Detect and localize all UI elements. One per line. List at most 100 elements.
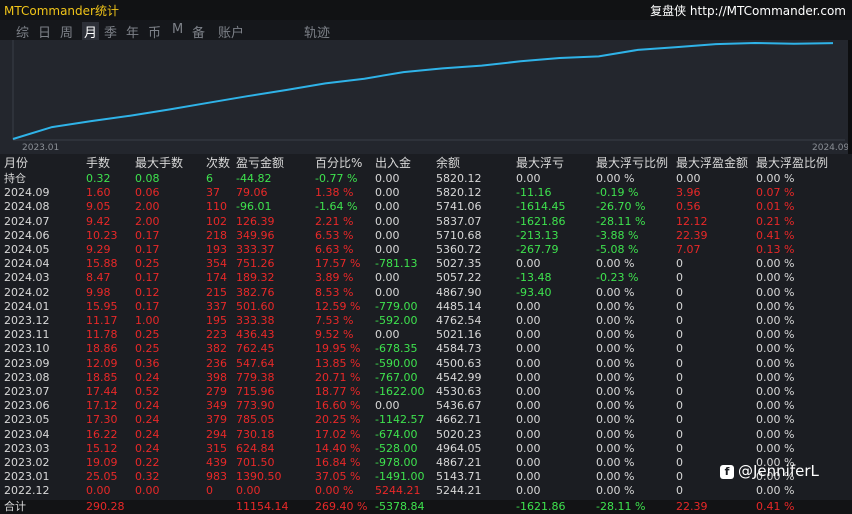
table-cell: 9.05 bbox=[86, 200, 111, 214]
table-row[interactable]: 2023.03 15.12 0.24 315 624.84 14.40 % -528.00 4… bbox=[0, 442, 852, 456]
table-row[interactable]: 2024.09 1.60 0.06 37 79.06 1.38 % 0.00 5820.12 -… bbox=[0, 186, 852, 200]
table-row[interactable]: 2023.09 12.09 0.36 236 547.64 13.85 % -590.00 4… bbox=[0, 357, 852, 371]
table-cell: 379 bbox=[206, 413, 227, 427]
header-cell[interactable]: 手数 bbox=[86, 156, 111, 170]
table-cell: 0.00 % bbox=[756, 385, 795, 398]
table-row[interactable]: 持仓 0.32 0.08 6 -44.82 -0.77 % 0.00 5820.12 0.00 0… bbox=[0, 172, 852, 186]
table-cell: 0.00 % bbox=[596, 470, 635, 484]
tab-3[interactable]: 月 bbox=[82, 22, 100, 41]
table-row[interactable]: 2024.06 10.23 0.17 218 349.96 6.53 % 0.00 5710.… bbox=[0, 229, 852, 243]
table-cell: -0.19 % bbox=[596, 186, 639, 200]
tab-6[interactable]: 币 bbox=[148, 26, 162, 41]
table-cell: -1621.86 bbox=[516, 499, 566, 513]
table-cell: 0.17 bbox=[135, 243, 160, 256]
table-row[interactable]: 2023.06 17.12 0.24 349 773.90 16.60 % 0.00 5436… bbox=[0, 399, 852, 413]
table-cell: 6 bbox=[206, 172, 213, 185]
table-cell: 2024.06 bbox=[4, 228, 50, 242]
header-cell[interactable]: 最大浮亏比例 bbox=[596, 156, 669, 170]
header-cell[interactable]: 盈亏金额 bbox=[236, 156, 285, 170]
table-cell: 0.00 % bbox=[596, 385, 635, 398]
table-cell: 0.00 bbox=[375, 243, 400, 256]
table-row[interactable]: 2022.12 0.00 0.00 0 0.00 0.00 % 5244.21 5244.21… bbox=[0, 484, 852, 498]
table-cell: 0.00 bbox=[236, 484, 261, 498]
table-cell: 0 bbox=[676, 314, 683, 327]
table-cell: 983 bbox=[206, 470, 227, 484]
tab-5[interactable]: 年 bbox=[126, 26, 140, 41]
table-row[interactable]: 2023.04 16.22 0.24 294 730.18 17.02 % -674.00 5… bbox=[0, 428, 852, 442]
website-link[interactable]: http://MTCommander.com bbox=[689, 4, 846, 18]
table-cell: -1621.86 bbox=[516, 214, 566, 228]
table-cell: 0 bbox=[676, 456, 683, 469]
table-row[interactable]: 2024.02 9.98 0.12 215 382.76 8.53 % 0.00 4867.9… bbox=[0, 286, 852, 300]
chart-scrollbar[interactable] bbox=[848, 40, 852, 154]
table-cell: 0 bbox=[676, 427, 683, 441]
table-cell: 0 bbox=[676, 399, 683, 413]
header-cell[interactable]: 最大手数 bbox=[135, 156, 184, 170]
tab-7[interactable]: M bbox=[172, 22, 184, 37]
tab-4[interactable]: 季 bbox=[104, 26, 118, 41]
header-cell[interactable]: 最大浮盈比例 bbox=[756, 156, 829, 170]
table-cell: 0.52 bbox=[135, 385, 160, 398]
table-row[interactable]: 2024.08 9.05 2.00 110 -96.01 -1.64 % 0.00 5741.… bbox=[0, 200, 852, 214]
table-cell: 0.00 bbox=[375, 285, 400, 299]
table-row[interactable]: 2024.03 8.47 0.17 174 189.32 3.89 % 0.00 5057.2… bbox=[0, 271, 852, 285]
table-cell: 0.00 % bbox=[756, 342, 795, 356]
header-cell[interactable]: 月份 bbox=[4, 156, 29, 170]
table-cell: 12.12 bbox=[676, 214, 708, 228]
review-link-group[interactable]: 复盘侠 http://MTCommander.com bbox=[650, 2, 846, 19]
table-total-row[interactable]: 合计 290.28 11154.14 269.40 % -5378.84 -1621.86… bbox=[0, 499, 852, 514]
tab-0[interactable]: 综 bbox=[16, 26, 30, 41]
table-row[interactable]: 2023.05 17.30 0.24 379 785.05 20.25 % -1142.57… bbox=[0, 413, 852, 427]
header-cell[interactable]: 最大浮盈金额 bbox=[676, 156, 749, 170]
header-cell[interactable]: 出入金 bbox=[375, 156, 412, 170]
table-cell: 19.95 % bbox=[315, 342, 361, 356]
table-row[interactable]: 2024.01 15.95 0.17 337 501.60 12.59 % -779.00 4… bbox=[0, 300, 852, 314]
table-cell: 0.00 bbox=[375, 399, 400, 413]
table-cell: 0.00 bbox=[135, 484, 160, 498]
table-row[interactable]: 2024.05 9.29 0.17 193 333.37 6.63 % 0.00 5360.7… bbox=[0, 243, 852, 257]
tab-9[interactable]: 账户 bbox=[218, 26, 245, 41]
tab-2[interactable]: 周 bbox=[60, 26, 74, 41]
table-cell: 4485.14 bbox=[436, 299, 482, 313]
table-cell: 0.00 bbox=[516, 356, 541, 370]
table-cell: 0.00 bbox=[375, 214, 400, 228]
table-cell: 0.17 bbox=[135, 228, 160, 242]
table-cell: -1142.57 bbox=[375, 413, 425, 427]
table-row[interactable]: 2024.04 15.88 0.25 354 751.26 17.57 % -781.13 5… bbox=[0, 257, 852, 271]
table-row[interactable]: 2023.07 17.44 0.52 279 715.96 18.77 % -1622.00… bbox=[0, 385, 852, 399]
table-cell: 11.17 bbox=[86, 314, 118, 327]
table-cell: -5.08 % bbox=[596, 243, 639, 256]
table-cell: 15.88 bbox=[86, 257, 118, 271]
table-cell: 269.40 % bbox=[315, 499, 368, 513]
table-cell: 0.00 % bbox=[756, 399, 795, 413]
tab-8[interactable]: 备 bbox=[192, 26, 206, 41]
header-cell[interactable]: 余额 bbox=[436, 156, 461, 170]
table-cell: 20.25 % bbox=[315, 413, 361, 427]
table-cell: 0.00 % bbox=[596, 427, 635, 441]
table-cell: 22.39 bbox=[676, 499, 708, 513]
table-cell: -0.23 % bbox=[596, 271, 639, 285]
header-cell[interactable]: 最大浮亏 bbox=[516, 156, 565, 170]
tab-1[interactable]: 日 bbox=[38, 26, 52, 41]
table-row[interactable]: 2023.01 25.05 0.32 983 1390.50 37.05 % -1491.0… bbox=[0, 470, 852, 484]
table-cell: 0.00 % bbox=[756, 172, 795, 185]
table-cell: 0.00 bbox=[375, 228, 400, 242]
table-cell: 0.13 % bbox=[756, 243, 795, 256]
tab-10[interactable]: 轨迹 bbox=[304, 26, 331, 41]
table-cell: 6.63 % bbox=[315, 243, 354, 256]
table-cell: 2023.01 bbox=[4, 470, 50, 484]
table-row[interactable]: 2023.12 11.17 1.00 195 333.38 7.53 % -592.00 47… bbox=[0, 314, 852, 328]
table-cell: 0.01 % bbox=[756, 200, 795, 214]
header-cell[interactable]: 百分比% bbox=[315, 156, 363, 170]
table-cell: 333.38 bbox=[236, 314, 275, 327]
table-row[interactable]: 2023.10 18.86 0.25 382 762.45 19.95 % -678.35 4… bbox=[0, 342, 852, 356]
table-cell: 0.00 bbox=[516, 456, 541, 469]
table-row[interactable]: 2024.07 9.42 2.00 102 126.39 2.21 % 0.00 5837.0… bbox=[0, 215, 852, 229]
table-cell: 4542.99 bbox=[436, 370, 482, 384]
table-row[interactable]: 2023.02 19.09 0.22 439 701.50 16.84 % -978.00 4… bbox=[0, 456, 852, 470]
header-cell[interactable]: 次数 bbox=[206, 156, 231, 170]
table-cell: 785.05 bbox=[236, 413, 275, 427]
table-cell: 2024.05 bbox=[4, 243, 50, 256]
table-row[interactable]: 2023.11 11.78 0.25 223 436.43 9.52 % 0.00 5021.… bbox=[0, 328, 852, 342]
table-row[interactable]: 2023.08 18.85 0.24 398 779.38 20.71 % -767.00 4… bbox=[0, 371, 852, 385]
